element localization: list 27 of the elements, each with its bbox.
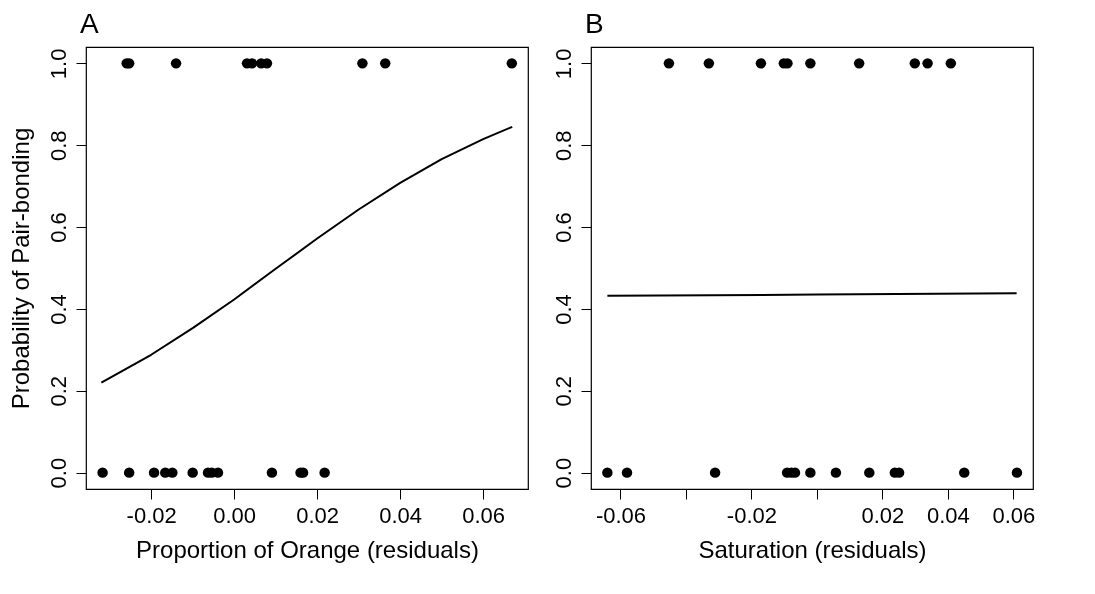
chart-title: B [585, 8, 604, 39]
y-tick-label: 0.6 [550, 212, 576, 243]
y-axis-title: Probability of Pair-bonding [6, 127, 34, 410]
y-tick-label: 0.4 [550, 294, 576, 325]
x-tick-label: 0.02 [296, 502, 340, 528]
y-tick-label: 0.0 [45, 457, 71, 489]
y-tick-label: 0.2 [550, 375, 576, 407]
x-tick-label: 0.00 [213, 502, 257, 528]
y-tick-label: 0.4 [45, 294, 71, 325]
x-tick-label: 0.04 [926, 502, 970, 528]
y-tick-label: 1.0 [550, 48, 576, 80]
y-tick-label: 0.8 [45, 130, 71, 162]
x-tick-label: 0.04 [379, 502, 423, 528]
x-tick-label: 0.06 [992, 502, 1036, 528]
x-axis-title: Saturation (residuals) [698, 535, 927, 563]
y-tick-label: 0.0 [550, 457, 576, 489]
x-tick-label: -0.02 [726, 502, 778, 528]
y-tick-label: 0.2 [45, 375, 71, 407]
x-tick-label: 0.02 [861, 502, 905, 528]
y-tick-label: 1.0 [45, 48, 71, 80]
chart-title: A [80, 8, 99, 39]
y-tick-label: 0.6 [45, 212, 71, 243]
x-tick-label: -0.06 [595, 502, 647, 528]
x-axis-title: Proportion of Orange (residuals) [136, 535, 479, 563]
x-tick-label: -0.02 [126, 502, 177, 528]
y-tick-label: 0.8 [550, 130, 576, 162]
x-tick-label: 0.06 [462, 502, 506, 528]
